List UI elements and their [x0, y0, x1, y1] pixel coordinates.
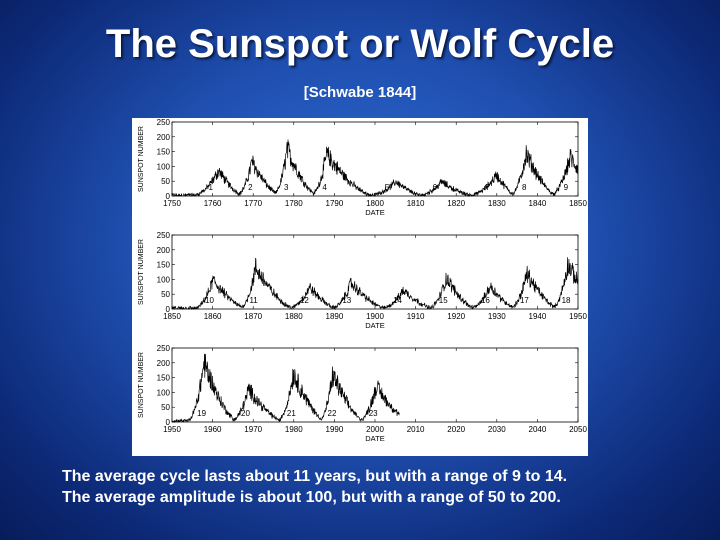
y-axis-label: SUNSPOT NUMBER [138, 352, 145, 418]
y-tick-label: 0 [166, 192, 171, 201]
x-tick-label: 1950 [163, 425, 181, 434]
cycle-number-label: 4 [322, 183, 327, 192]
cycle-number-label: 8 [522, 183, 527, 192]
caption-line-2: The average amplitude is about 100, but … [62, 489, 561, 506]
x-tick-label: 1910 [407, 312, 425, 321]
cycle-number-label: 16 [481, 296, 490, 305]
y-tick-label: 150 [157, 148, 171, 157]
chart-panel-1: 0 50 100 150 200 250 1750 1760 1770 1780 1790 1800 1… [138, 118, 587, 217]
y-tick-label: 0 [166, 418, 171, 427]
cycle-number-label: 5 [385, 183, 390, 192]
x-tick-label: 2010 [407, 425, 425, 434]
y-tick-label: 150 [157, 374, 171, 383]
cycle-number-label: 1 [209, 183, 214, 192]
x-tick-label: 1960 [204, 425, 222, 434]
sunspot-chart-figure: 0 50 100 150 200 250 1750 1760 1770 1780 1790 1800 1… [132, 118, 588, 456]
x-tick-label: 2040 [529, 425, 547, 434]
x-tick-label: 1790 [326, 199, 344, 208]
x-tick-label: 1930 [488, 312, 506, 321]
x-tick-label: 2050 [569, 425, 587, 434]
slide-title: The Sunspot or Wolf Cycle [105, 22, 615, 66]
y-tick-label: 0 [166, 305, 171, 314]
x-tick-label: 2020 [447, 425, 465, 434]
x-tick-label: 1820 [447, 199, 465, 208]
cycle-number-label: 11 [249, 296, 258, 305]
sunspot-series-line [171, 257, 579, 311]
y-tick-label: 250 [157, 231, 171, 240]
y-tick-label: 100 [157, 162, 171, 171]
x-tick-label: 1840 [529, 199, 547, 208]
cycle-number-label: 23 [369, 409, 378, 418]
y-tick-label: 50 [161, 290, 170, 299]
x-tick-label: 1850 [569, 199, 587, 208]
slide-caption: The average cycle lasts about 11 years, … [62, 466, 702, 508]
y-tick-label: 200 [157, 133, 171, 142]
cycle-number-label: 2 [248, 183, 253, 192]
sunspot-series-line [171, 139, 579, 198]
cycle-number-label: 9 [564, 183, 569, 192]
cycle-number-label: 20 [241, 409, 250, 418]
y-tick-label: 200 [157, 246, 171, 255]
cycle-number-label: 10 [205, 296, 214, 305]
cycle-number-label: 12 [300, 296, 309, 305]
sunspot-series-line [171, 353, 400, 423]
x-tick-label: 1890 [326, 312, 344, 321]
x-tick-label: 1760 [204, 199, 222, 208]
slide-subtitle: [Schwabe 1844] [303, 84, 417, 101]
cycle-number-label: 22 [328, 409, 337, 418]
x-tick-label: 1950 [569, 312, 587, 321]
caption-line-1: The average cycle lasts about 11 years, … [62, 468, 568, 485]
x-tick-label: 1900 [366, 312, 384, 321]
x-tick-label: 1880 [285, 312, 303, 321]
cycle-number-label: 21 [287, 409, 296, 418]
y-axis-label: SUNSPOT NUMBER [138, 239, 145, 305]
x-tick-label: 1860 [204, 312, 222, 321]
cycle-number-label: 18 [562, 296, 571, 305]
x-tick-label: 1970 [244, 425, 262, 434]
chart-panel-3: 0 50 100 150 200 250 1950 1960 1970 1980 1990 2000 2… [138, 344, 587, 443]
cycle-number-label: 13 [342, 296, 351, 305]
x-tick-label: 1920 [447, 312, 465, 321]
x-tick-label: 1850 [163, 312, 181, 321]
x-tick-label: 1800 [366, 199, 384, 208]
x-axis-label: DATE [365, 321, 384, 330]
x-tick-label: 1810 [407, 199, 425, 208]
cycle-number-label: 6 [432, 183, 437, 192]
y-tick-label: 50 [161, 403, 170, 412]
x-axis-label: DATE [365, 208, 384, 217]
x-tick-label: 1990 [326, 425, 344, 434]
x-tick-label: 1780 [285, 199, 303, 208]
y-tick-label: 150 [157, 261, 171, 270]
y-tick-label: 50 [161, 177, 170, 186]
x-tick-label: 1830 [488, 199, 506, 208]
y-tick-label: 250 [157, 118, 171, 127]
x-tick-label: 1940 [529, 312, 547, 321]
cycle-number-label: 7 [486, 183, 491, 192]
cycle-number-label: 3 [284, 183, 289, 192]
cycle-number-label: 17 [520, 296, 529, 305]
cycle-number-label: 14 [393, 296, 402, 305]
x-tick-label: 1980 [285, 425, 303, 434]
y-tick-label: 200 [157, 359, 171, 368]
x-tick-label: 1770 [244, 199, 262, 208]
y-tick-label: 100 [157, 275, 171, 284]
cycle-number-label: 19 [197, 409, 206, 418]
y-tick-label: 250 [157, 344, 171, 353]
y-axis-label: SUNSPOT NUMBER [138, 126, 145, 192]
y-tick-label: 100 [157, 388, 171, 397]
x-axis-label: DATE [365, 434, 384, 443]
cycle-number-label: 15 [439, 296, 448, 305]
x-tick-label: 2000 [366, 425, 384, 434]
plot-frame [171, 121, 579, 197]
plot-frame [171, 234, 579, 310]
x-tick-label: 1870 [244, 312, 262, 321]
chart-panel-2: 0 50 100 150 200 250 1850 1860 1870 1880 1890 1900 1… [138, 231, 587, 330]
x-tick-label: 1750 [163, 199, 181, 208]
x-tick-label: 2030 [488, 425, 506, 434]
